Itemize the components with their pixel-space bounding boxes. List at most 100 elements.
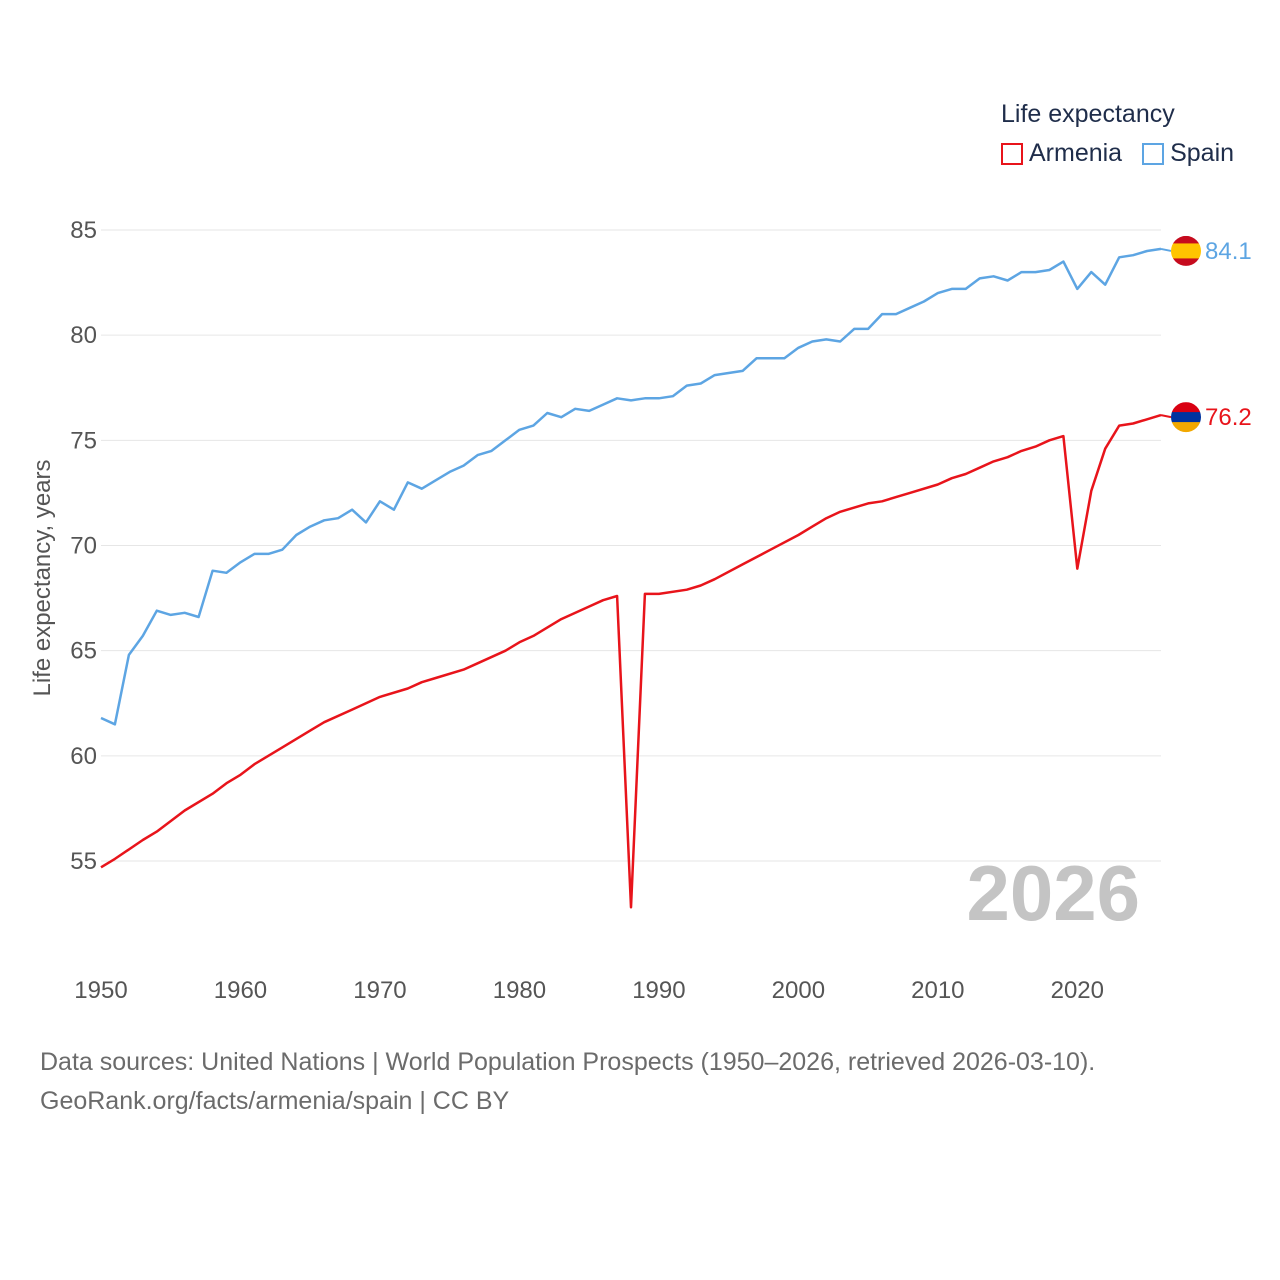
data-point-armenia-1987[interactable]: [614, 593, 620, 599]
data-point-armenia-1983[interactable]: [558, 616, 564, 622]
data-point-armenia-1976[interactable]: [461, 667, 467, 673]
data-point-armenia-2021[interactable]: [1088, 488, 1094, 494]
data-point-spain-1950[interactable]: [98, 715, 104, 721]
data-point-armenia-2012[interactable]: [963, 471, 969, 477]
data-point-spain-1987[interactable]: [614, 395, 620, 401]
data-point-spain-2010[interactable]: [935, 290, 941, 296]
data-point-armenia-1994[interactable]: [712, 576, 718, 582]
data-point-spain-1991[interactable]: [670, 393, 676, 399]
data-point-spain-1989[interactable]: [642, 395, 648, 401]
data-point-spain-1975[interactable]: [447, 469, 453, 475]
data-point-armenia-2013[interactable]: [977, 465, 983, 471]
data-point-spain-1992[interactable]: [684, 383, 690, 389]
data-point-spain-1995[interactable]: [726, 370, 732, 376]
data-point-spain-1969[interactable]: [363, 519, 369, 525]
data-point-armenia-1968[interactable]: [349, 707, 355, 713]
data-point-armenia-2016[interactable]: [1019, 448, 1025, 454]
data-point-spain-1993[interactable]: [698, 381, 704, 387]
data-point-spain-2018[interactable]: [1046, 267, 1052, 273]
data-point-armenia-1966[interactable]: [321, 719, 327, 725]
data-point-spain-2021[interactable]: [1088, 269, 1094, 275]
data-point-spain-1983[interactable]: [558, 414, 564, 420]
data-point-armenia-1958[interactable]: [210, 791, 216, 797]
data-point-spain-1959[interactable]: [224, 570, 230, 576]
data-point-spain-2002[interactable]: [823, 336, 829, 342]
data-point-armenia-2025[interactable]: [1144, 416, 1150, 422]
data-point-spain-1999[interactable]: [781, 355, 787, 361]
data-point-spain-2000[interactable]: [795, 345, 801, 351]
data-point-armenia-1965[interactable]: [307, 728, 313, 734]
data-point-armenia-1996[interactable]: [740, 561, 746, 567]
data-point-armenia-1951[interactable]: [112, 856, 118, 862]
data-point-spain-1998[interactable]: [767, 355, 773, 361]
data-point-spain-1971[interactable]: [391, 507, 397, 513]
data-point-spain-1986[interactable]: [600, 402, 606, 408]
data-point-armenia-1977[interactable]: [475, 660, 481, 666]
data-point-armenia-1981[interactable]: [530, 633, 536, 639]
data-point-armenia-1998[interactable]: [767, 547, 773, 553]
data-point-armenia-2019[interactable]: [1060, 433, 1066, 439]
data-point-armenia-1961[interactable]: [251, 761, 257, 767]
data-point-armenia-1970[interactable]: [377, 694, 383, 700]
data-point-spain-2003[interactable]: [837, 338, 843, 344]
data-point-spain-2020[interactable]: [1074, 286, 1080, 292]
data-point-armenia-1959[interactable]: [224, 780, 230, 786]
data-point-spain-2001[interactable]: [809, 338, 815, 344]
data-point-armenia-1950[interactable]: [98, 864, 104, 870]
data-point-armenia-2010[interactable]: [935, 482, 941, 488]
data-point-armenia-1993[interactable]: [698, 582, 704, 588]
data-point-spain-1973[interactable]: [419, 486, 425, 492]
data-point-spain-2011[interactable]: [949, 286, 955, 292]
data-point-armenia-1986[interactable]: [600, 597, 606, 603]
data-point-armenia-2001[interactable]: [809, 524, 815, 530]
data-point-spain-2019[interactable]: [1060, 259, 1066, 265]
data-point-armenia-1989[interactable]: [642, 591, 648, 597]
data-point-spain-1996[interactable]: [740, 368, 746, 374]
data-point-spain-2024[interactable]: [1130, 252, 1136, 258]
data-point-spain-1977[interactable]: [475, 452, 481, 458]
data-point-spain-1965[interactable]: [307, 524, 313, 530]
data-point-spain-1972[interactable]: [405, 479, 411, 485]
data-point-armenia-1988[interactable]: [628, 904, 634, 910]
data-point-spain-1988[interactable]: [628, 397, 634, 403]
data-point-armenia-1960[interactable]: [237, 772, 243, 778]
data-point-spain-1979[interactable]: [502, 437, 508, 443]
data-point-armenia-2017[interactable]: [1032, 444, 1038, 450]
data-point-spain-1978[interactable]: [489, 448, 495, 454]
data-point-spain-2014[interactable]: [991, 273, 997, 279]
data-point-spain-1952[interactable]: [126, 652, 132, 658]
data-point-armenia-2024[interactable]: [1130, 421, 1136, 427]
data-point-spain-1980[interactable]: [516, 427, 522, 433]
data-point-spain-2004[interactable]: [851, 326, 857, 332]
data-point-armenia-1954[interactable]: [154, 829, 160, 835]
data-point-armenia-1979[interactable]: [502, 648, 508, 654]
data-point-spain-1981[interactable]: [530, 423, 536, 429]
data-point-spain-1954[interactable]: [154, 608, 160, 614]
data-point-spain-2015[interactable]: [1005, 277, 1011, 283]
data-point-armenia-2000[interactable]: [795, 532, 801, 538]
data-point-spain-1994[interactable]: [712, 372, 718, 378]
data-point-armenia-1963[interactable]: [279, 744, 285, 750]
data-point-armenia-2003[interactable]: [837, 509, 843, 515]
data-point-spain-1953[interactable]: [140, 633, 146, 639]
data-point-spain-1960[interactable]: [237, 559, 243, 565]
data-point-armenia-1992[interactable]: [684, 587, 690, 593]
data-point-spain-1961[interactable]: [251, 551, 257, 557]
data-point-armenia-2011[interactable]: [949, 475, 955, 481]
data-point-spain-2009[interactable]: [921, 299, 927, 305]
data-point-spain-1958[interactable]: [210, 568, 216, 574]
data-point-armenia-1974[interactable]: [433, 675, 439, 681]
data-point-armenia-2008[interactable]: [907, 490, 913, 496]
data-point-armenia-1990[interactable]: [656, 591, 662, 597]
data-point-spain-2022[interactable]: [1102, 282, 1108, 288]
data-point-spain-2023[interactable]: [1116, 254, 1122, 260]
data-point-spain-2007[interactable]: [893, 311, 899, 317]
data-point-spain-1970[interactable]: [377, 498, 383, 504]
data-point-armenia-2015[interactable]: [1005, 454, 1011, 460]
data-point-spain-2008[interactable]: [907, 305, 913, 311]
data-point-spain-1984[interactable]: [572, 406, 578, 412]
data-point-spain-1990[interactable]: [656, 395, 662, 401]
data-point-armenia-1980[interactable]: [516, 639, 522, 645]
data-point-spain-2016[interactable]: [1019, 269, 1025, 275]
legend-item-armenia[interactable]: Armenia: [1001, 139, 1122, 168]
